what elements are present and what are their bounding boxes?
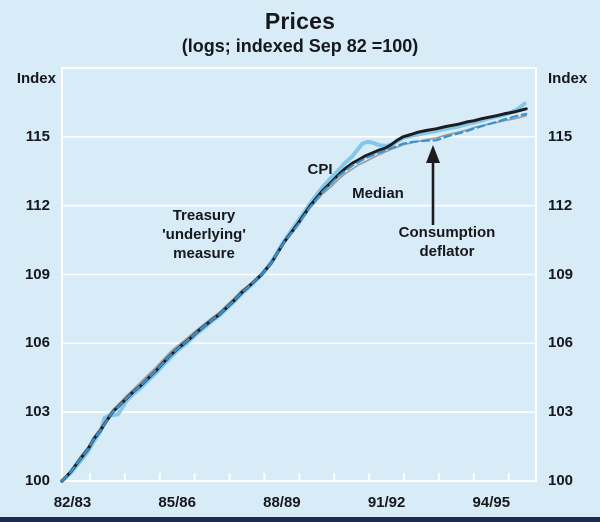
y-tick-label-right-106: 106 [548, 334, 574, 352]
y-tick-label-left-115: 115 [25, 127, 50, 145]
y-tick-label-left-109: 109 [24, 265, 50, 283]
x-tick-label-85-86: 85/86 [158, 494, 196, 511]
y-tick-label-right-109: 109 [548, 265, 574, 283]
bottom-border-strip [0, 517, 600, 522]
series-label-cpi: CPI [307, 161, 333, 178]
y-tick-label-right-100: 100 [548, 472, 574, 489]
y-tick-label-left-112: 112 [25, 196, 50, 214]
y-tick-label-right-103: 103 [548, 403, 574, 421]
series-label-consumption-deflator: Consumption deflator [398, 224, 496, 260]
y-axis-unit-left: Index [16, 70, 56, 87]
series-label-median: Median [352, 185, 404, 202]
x-tick-label-91-92: 91/92 [367, 494, 406, 511]
series-label-treasury-underlying: Treasury 'underlying' measure [162, 207, 246, 262]
y-tick-label-right-112: 112 [548, 196, 573, 214]
plot-frame [61, 67, 537, 482]
x-tick-label-94-95: 94/95 [472, 494, 511, 511]
chart-subtitle: (logs; indexed Sep 82 =100) [181, 36, 419, 56]
x-tick-label-82-83: 82/83 [53, 494, 92, 511]
y-tick-label-left-103: 103 [24, 403, 50, 421]
chart-title: Prices [264, 8, 336, 34]
y-tick-label-right-115: 115 [548, 127, 573, 145]
y-tick-label-left-100: 100 [24, 472, 50, 489]
deflator-arrow-head [426, 145, 440, 163]
y-tick-label-left-106: 106 [24, 334, 50, 352]
x-tick-label-88-89: 88/89 [263, 494, 301, 511]
y-axis-unit-right: Index [548, 70, 588, 87]
series-line-consumption-deflator [60, 112, 528, 483]
